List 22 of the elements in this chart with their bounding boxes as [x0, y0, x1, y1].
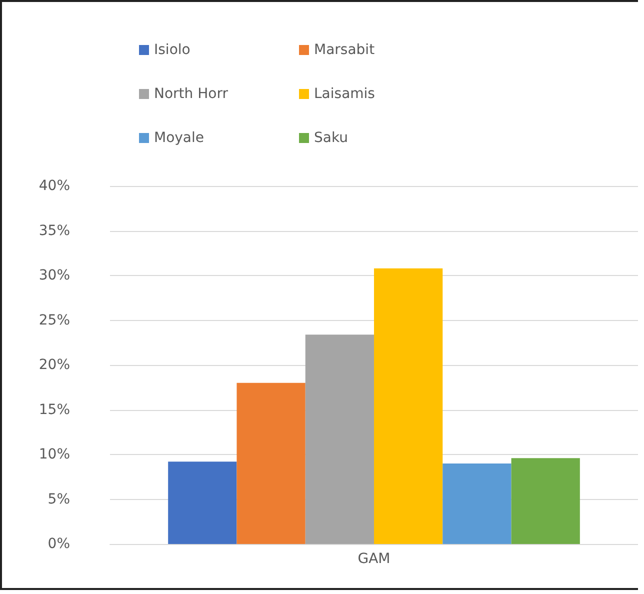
bar: [442, 463, 512, 544]
bar: [374, 268, 443, 544]
legend-label: Saku: [314, 130, 348, 146]
bar: [236, 382, 306, 544]
legend-label: Marsabit: [314, 42, 376, 58]
legend-label: Isiolo: [154, 42, 190, 58]
y-tick-label: 10%: [38, 446, 70, 462]
bar: [511, 458, 580, 544]
y-tick-label: 5%: [48, 491, 70, 508]
x-tick-label: GAM: [358, 551, 390, 567]
y-tick-label: 15%: [38, 402, 70, 418]
y-tick-label: 35%: [38, 222, 70, 239]
y-tick-label: 0%: [48, 536, 70, 552]
y-tick-label: 25%: [38, 312, 70, 328]
y-tick-label: 20%: [38, 357, 70, 373]
y-tick-label: 40%: [38, 178, 70, 194]
legend-label: Moyale: [154, 130, 204, 146]
y-tick-label: 30%: [38, 268, 70, 284]
bar: [168, 462, 237, 544]
legend-label: North Horr: [154, 86, 228, 102]
bar: [305, 334, 374, 544]
legend-label: Laisamis: [314, 86, 375, 102]
